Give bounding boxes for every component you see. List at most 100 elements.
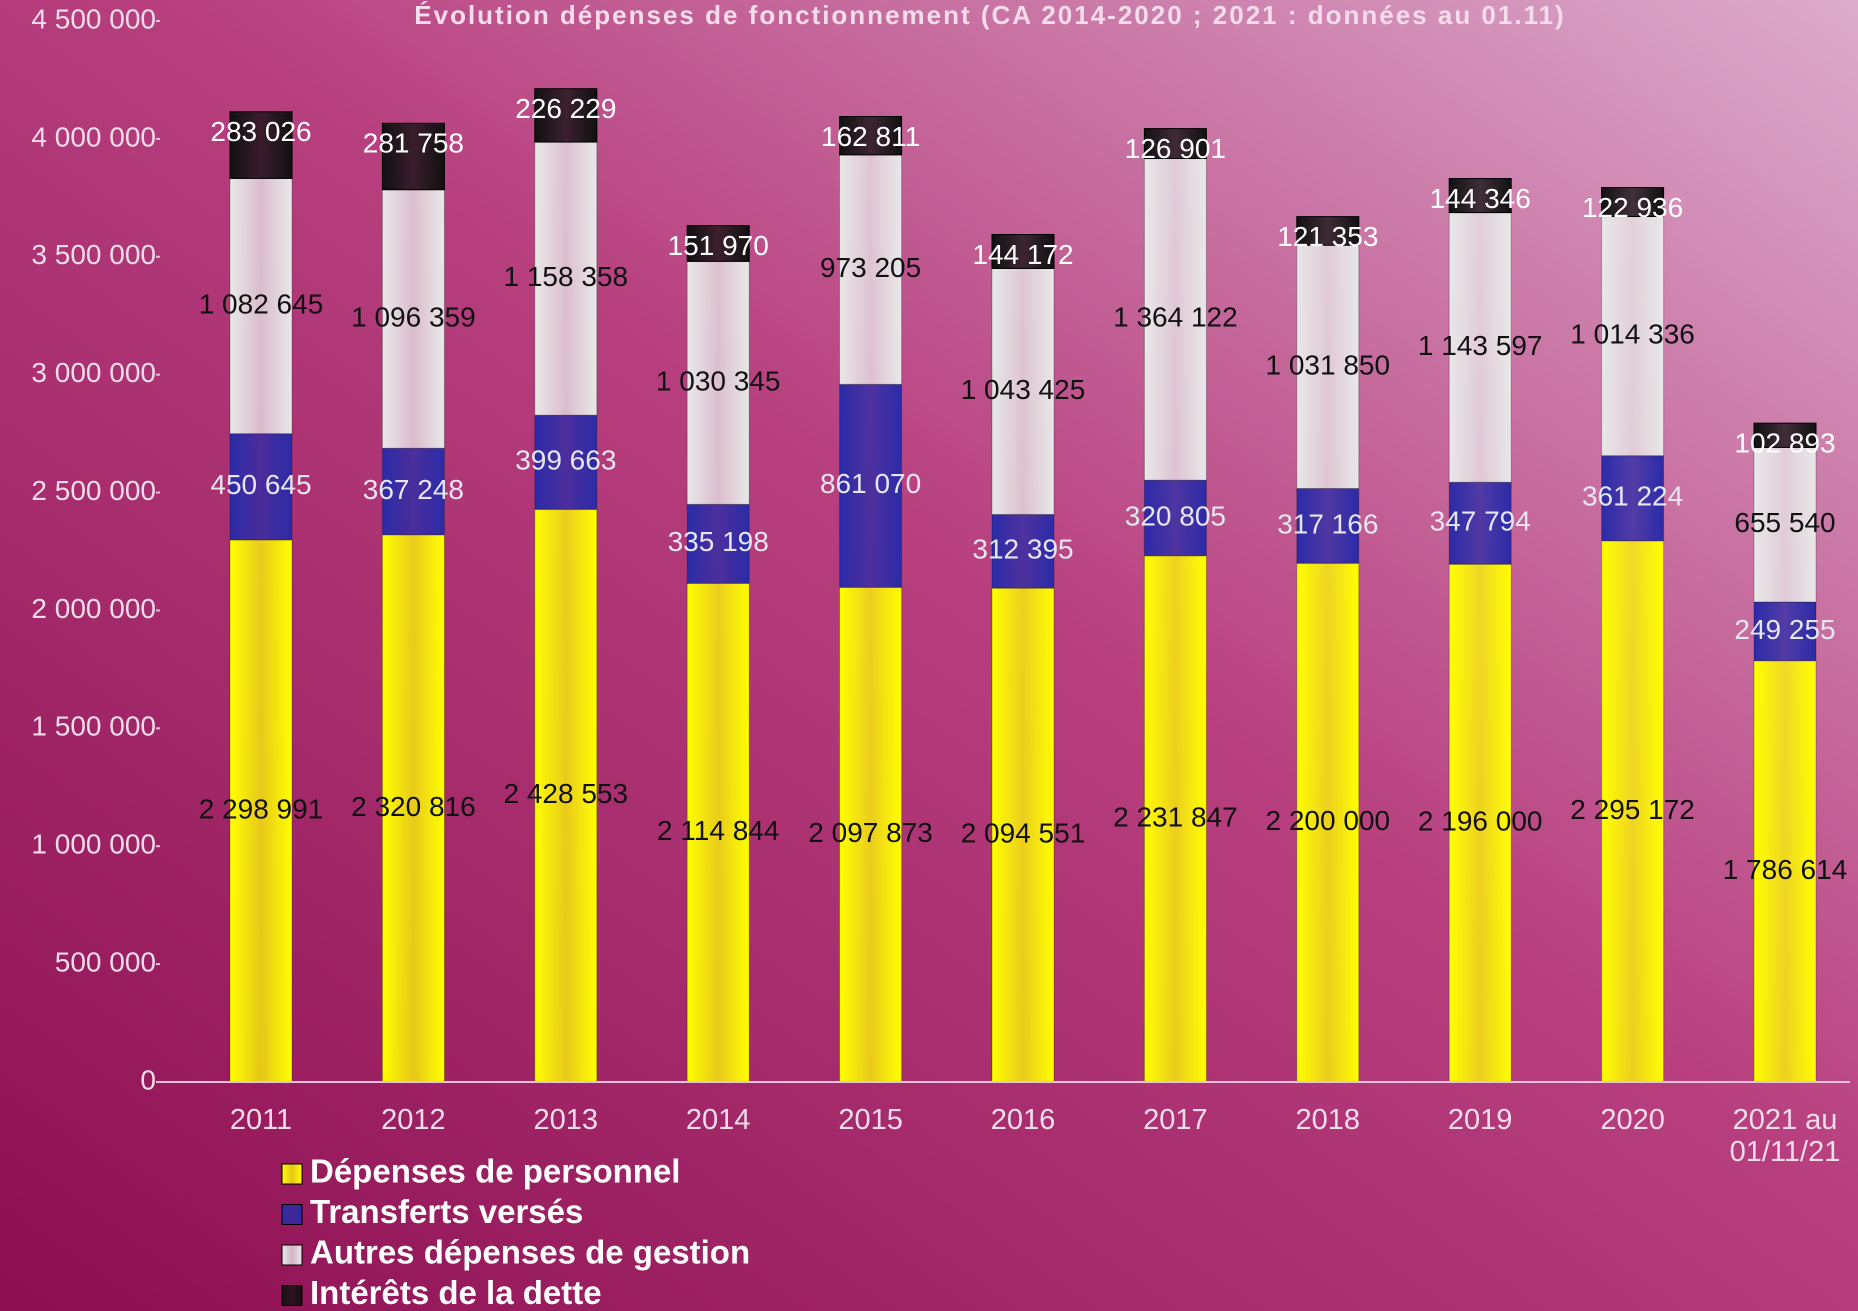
data-label: 283 026 [210,116,311,147]
data-label: 1 031 850 [1266,349,1391,380]
bar-segment [229,433,293,541]
bar-segment [534,88,598,143]
bar-segment [1601,540,1665,1083]
data-label: 144 172 [972,239,1073,270]
bar-segment [229,539,293,1083]
data-label: 2 231 847 [1113,801,1238,832]
data-label: 226 229 [515,93,616,124]
x-tick-label: 2014 [685,1104,751,1136]
data-label: 347 794 [1430,506,1531,537]
data-label: 1 082 645 [199,288,324,319]
data-label: 2 428 553 [504,778,629,809]
y-tick-label: 2 500 000 [31,475,156,506]
x-tick-label: 2013 [533,1104,599,1136]
bar-segment [381,122,445,191]
bar-segment [534,141,598,416]
bar-segment [1753,601,1817,662]
x-tick-label: 2021 au 01/11/21 [1729,1104,1841,1168]
bar-segment [991,587,1055,1083]
bar-segment [991,233,1055,269]
y-tick-label: 3 500 000 [31,239,156,270]
y-tick-label: 2 000 000 [31,593,156,624]
bar-segment [839,115,903,156]
data-label: 102 893 [1734,428,1835,459]
data-label: 144 346 [1430,183,1531,214]
data-label: 1 364 122 [1113,302,1238,333]
data-label: 317 166 [1277,508,1378,539]
data-label: 2 114 844 [657,815,780,846]
chart-title: Évolution dépenses de fonctionnement (CA… [414,0,1565,30]
data-label: 1 043 425 [961,374,1086,405]
legend-label: Intérêts de la dette [310,1274,602,1311]
x-tick-label: 2019 [1447,1104,1513,1136]
bar-segment [839,383,903,588]
bar-segment [1448,178,1512,214]
bar-segment [381,447,445,536]
data-label: 249 255 [1734,614,1835,645]
data-label: 335 198 [668,526,769,557]
x-tick-label: 2015 [838,1104,903,1136]
data-label: 121 353 [1277,221,1378,252]
data-label: 320 805 [1125,500,1226,531]
y-tick-label: 4 000 000 [31,121,156,152]
bar-segment [839,586,903,1083]
bar-segment [534,508,598,1083]
data-label: 312 395 [972,534,1073,565]
bar-segment [1601,455,1665,542]
data-label: 399 663 [515,445,616,476]
legend-swatch [281,1285,303,1306]
data-label: 1 030 345 [656,365,781,396]
x-tick-label: 2016 [990,1104,1056,1136]
data-label: 2 094 551 [961,817,1086,848]
x-tick-label: 2012 [381,1104,446,1136]
bar-segment [686,225,750,262]
legend-label: Autres dépenses de gestion [310,1234,750,1271]
data-label: 1 786 614 [1723,854,1848,885]
y-tick-label: 1 500 000 [31,711,156,742]
legend-swatch [281,1163,303,1185]
data-label: 2 097 873 [808,817,933,848]
data-label: 1 096 359 [351,301,476,332]
bar-segment [839,154,903,385]
x-tick-label: 2011 [229,1104,293,1136]
data-label: 151 970 [668,230,769,261]
y-tick-label: 0 [140,1064,156,1095]
y-tick-label: 1 000 000 [31,829,156,860]
data-label: 861 070 [820,468,921,499]
data-label: 2 298 991 [199,793,324,824]
bar-segment [1143,128,1207,160]
data-label: 655 540 [1734,507,1835,538]
data-label: 122 936 [1582,192,1683,223]
bar-segment [1753,660,1817,1083]
data-label: 2 196 000 [1418,806,1543,837]
bar-segment [1143,158,1207,481]
bar-segment [1143,479,1207,557]
x-tick-label: 2017 [1143,1104,1208,1136]
data-label: 126 901 [1125,133,1226,164]
bar-segment [534,414,598,510]
bar-segment [1296,488,1360,564]
y-tick-label: 500 000 [55,947,156,978]
data-label: 162 811 [821,121,920,152]
data-label: 361 224 [1582,481,1683,512]
bar-segment [1753,446,1817,603]
bar-segment [1753,422,1817,448]
bar-segment [381,534,445,1083]
data-label: 281 758 [363,128,464,159]
legend-swatch [281,1204,303,1225]
bar-segment [229,111,293,179]
y-tick-label: 4 500 000 [31,3,156,34]
bar-segment [1296,244,1360,490]
data-label: 450 645 [210,469,311,500]
y-tick-label: 3 000 000 [31,357,156,388]
bar-segment [1601,216,1665,457]
data-label: 367 248 [363,474,464,505]
data-label: 973 205 [820,252,921,283]
bar-segment [1448,563,1512,1083]
legend-label: Transferts versés [310,1193,583,1230]
data-label: 1 143 597 [1418,330,1543,361]
bar-segment [1601,187,1665,218]
